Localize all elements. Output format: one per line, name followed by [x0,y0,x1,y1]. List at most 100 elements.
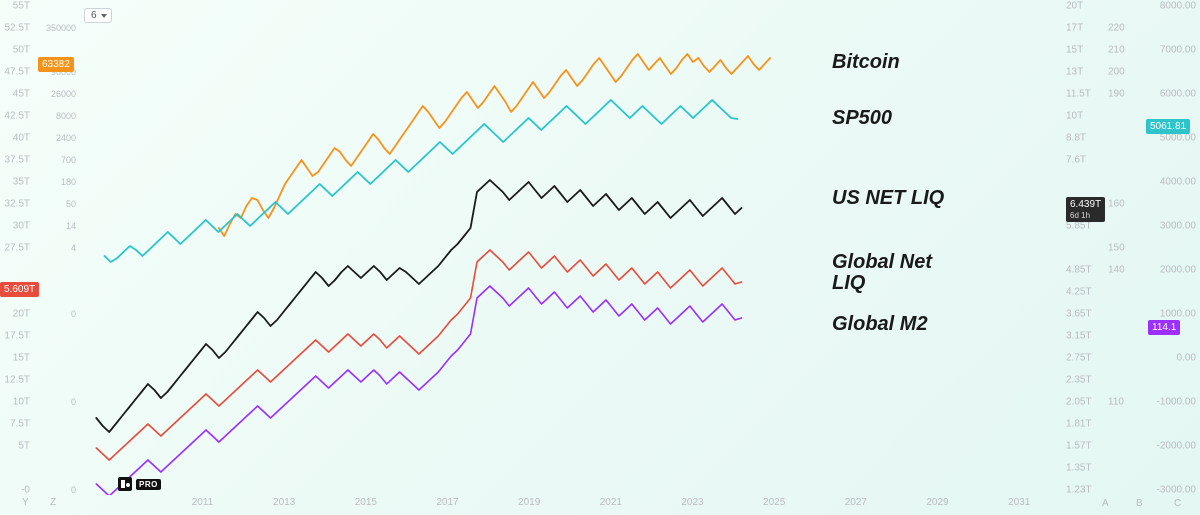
scale-col-b[interactable]: B [1136,498,1143,509]
series-label-global_net_liq: Global NetLIQ [832,252,932,294]
y-tick-left-secondary: 350000 [46,23,76,33]
y-tick-left-primary: 35T [13,177,30,188]
x-axis: 2011201320152017201920212023202520272029… [80,495,1060,515]
y-tick-right: 1.35T [1066,463,1092,474]
y-tick-right: 1.57T [1066,441,1092,452]
x-tick: 2027 [845,497,867,508]
y-tick-left-secondary: 0 [71,485,76,495]
price-badge-us-netliq: 6.439T6d 1h [1066,197,1105,222]
x-tick: 2017 [436,497,458,508]
y-tick-left-primary: -0 [21,485,30,496]
price-badge-global-m2: 114.1 [1148,320,1180,335]
y-tick-left-primary: 50T [13,45,30,56]
y-tick-right: 3.65T [1066,309,1092,320]
y-tick-right: 7.6T [1066,155,1086,166]
x-tick: 2015 [355,497,377,508]
y-tick-left-primary: 10T [13,397,30,408]
plot-area[interactable] [80,0,1060,495]
y-tick-right: -1000.00 [1157,397,1196,408]
chart-root: 6 55T52.5T50T47.5T45T42.5T40T37.5T35T32.… [0,0,1200,515]
price-badge-global-netliq: 5.609T [0,282,39,297]
series-label-us_net_liq: US NET LIQ [832,188,944,209]
series-label-sp500: SP500 [832,108,892,129]
tradingview-logo[interactable]: PRO [118,477,161,491]
zoom-z[interactable]: Z [50,497,56,508]
series-line-sp500[interactable] [105,100,738,262]
y-tick-left-secondary: 0 [71,397,76,407]
series-line-bitcoin[interactable] [219,54,770,236]
y-tick-right: 1.23T [1066,485,1092,496]
y-tick-left-primary: 20T [13,309,30,320]
series-line-us_net_liq[interactable] [96,180,741,432]
series-svg [80,0,1060,495]
y-tick-right: 5.85T [1066,221,1092,232]
y-tick-left-secondary: 2400 [56,133,76,143]
y-tick-right: 5000.00 [1160,133,1196,144]
y-tick-right: 2.75T [1066,353,1092,364]
y-tick-left-primary: 12.5T [4,375,30,386]
y-tick-left-secondary: 700 [61,155,76,165]
series-line-global_net_liq[interactable] [96,250,741,460]
y-tick-right: -3000.00 [1157,485,1196,496]
y-tick-left-secondary: 26000 [51,89,76,99]
y-tick-right: 4.85T [1066,265,1092,276]
y-tick-left-secondary: 8000 [56,111,76,121]
x-tick: 2013 [273,497,295,508]
y-tick-right: -2000.00 [1157,441,1196,452]
y-tick-right: 140 [1108,265,1125,276]
y-tick-left-primary: 42.5T [4,111,30,122]
y-tick-right: 11.5T [1066,89,1091,100]
price-badge-bitcoin: 63382 [38,57,74,72]
y-tick-right: 7000.00 [1160,45,1196,56]
y-axis-right: 20T17T15T13T11.5T10T8.8T7.6T5.85T4.85T4.… [1060,0,1200,495]
x-tick: 2029 [926,497,948,508]
y-tick-left-primary: 55T [13,1,30,12]
y-tick-right: 3.15T [1066,331,1092,342]
y-tick-left-primary: 47.5T [4,67,30,78]
y-tick-right: 150 [1108,243,1125,254]
series-line-global_m2[interactable] [96,286,741,495]
series-label-global_m2: Global M2 [832,314,928,335]
y-tick-right: 17T [1066,23,1083,34]
x-tick: 2021 [600,497,622,508]
y-tick-right: 2000.00 [1160,265,1196,276]
y-tick-left-primary: 5T [18,441,30,452]
x-tick: 2023 [681,497,703,508]
y-tick-right: 4000.00 [1160,177,1196,188]
y-tick-right: 20T [1066,1,1083,12]
y-tick-left-primary: 40T [13,133,30,144]
y-tick-right: 13T [1066,67,1083,78]
zoom-y[interactable]: Y [22,497,29,508]
y-tick-right: 2.35T [1066,375,1092,386]
x-tick: 2025 [763,497,785,508]
y-tick-right: 4.25T [1066,287,1092,298]
series-label-bitcoin: Bitcoin [832,52,900,73]
tradingview-pro-badge: PRO [136,479,161,490]
y-tick-right: 8000.00 [1160,1,1196,12]
y-tick-right: 190 [1108,89,1125,100]
y-tick-right: 3000.00 [1160,221,1196,232]
y-tick-right: 220 [1108,23,1125,34]
y-tick-left-secondary: 14 [66,221,76,231]
x-tick: 2019 [518,497,540,508]
x-tick: 2031 [1008,497,1030,508]
y-tick-left-secondary: 0 [71,309,76,319]
price-badge-sp500: 5061.81 [1146,119,1190,134]
y-tick-left-primary: 7.5T [10,419,30,430]
scale-col-c[interactable]: C [1174,498,1181,509]
y-tick-left-secondary: 180 [61,177,76,187]
y-tick-left-primary: 37.5T [4,155,30,166]
y-tick-left-primary: 27.5T [4,243,30,254]
scale-col-a[interactable]: A [1102,498,1109,509]
y-tick-left-primary: 32.5T [4,199,30,210]
y-tick-left-primary: 52.5T [4,23,30,34]
y-tick-left-primary: 30T [13,221,30,232]
y-tick-right: 110 [1108,397,1124,408]
y-tick-right: 2.05T [1066,397,1092,408]
tradingview-icon [118,477,132,491]
y-tick-left-primary: 17.5T [4,331,30,342]
y-tick-right: 1000.00 [1160,309,1196,320]
y-tick-right: 0.00 [1177,353,1196,364]
y-axis-left: 55T52.5T50T47.5T45T42.5T40T37.5T35T32.5T… [0,0,80,495]
y-tick-left-secondary: 50 [66,199,76,209]
